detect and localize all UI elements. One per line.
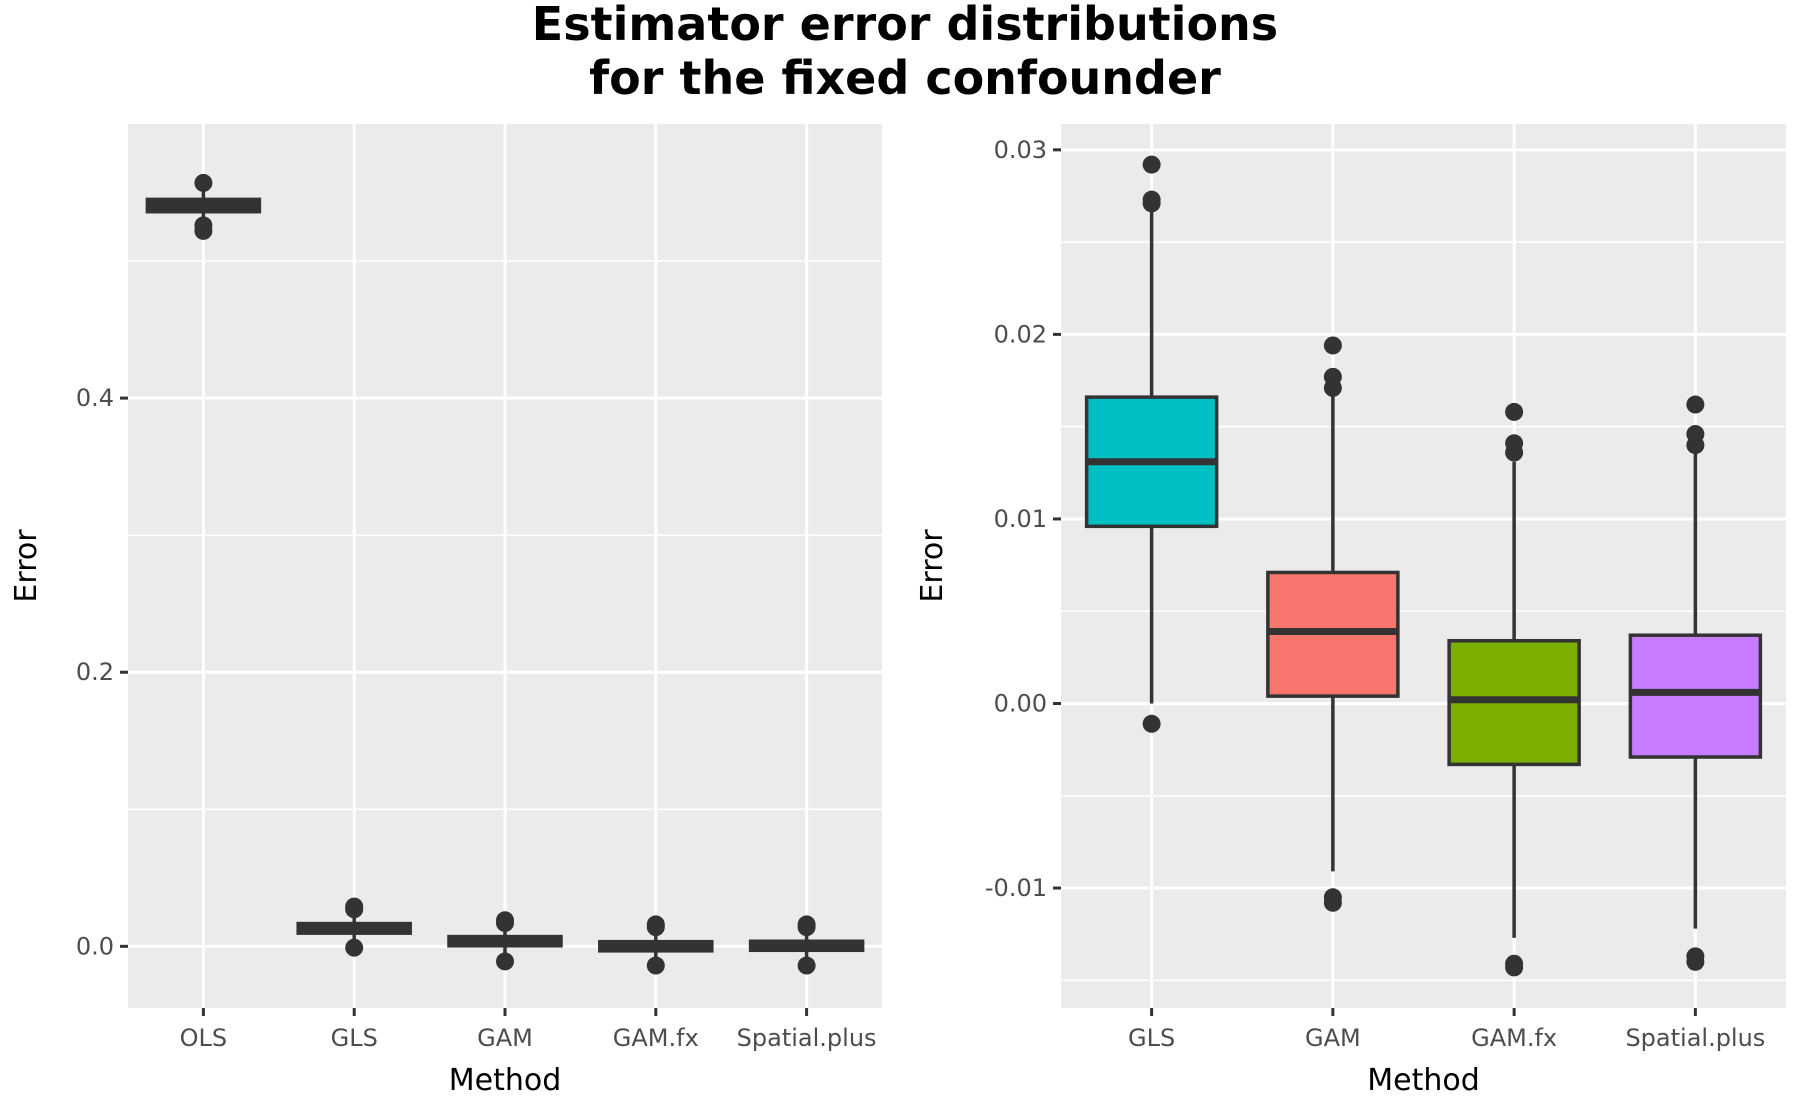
outlier-point <box>1142 714 1161 733</box>
box-ols <box>145 173 262 240</box>
y-tick-label: 0.00 <box>994 689 1047 717</box>
outlier-point <box>1686 436 1705 455</box>
chart-title-line-1: Estimator error distributions <box>532 0 1278 51</box>
x-tick-label: GLS <box>331 1024 378 1052</box>
plot-background <box>1061 124 1786 1008</box>
y-tick-label: 0.2 <box>76 658 114 686</box>
x-axis-label: Method <box>449 1063 562 1098</box>
x-tick-label: GAM.fx <box>613 1024 699 1052</box>
x-axis-label: Method <box>1367 1063 1480 1098</box>
box-gam <box>447 911 563 971</box>
outlier-point <box>345 938 364 957</box>
box-body <box>1628 633 1763 759</box>
x-tick-label: GAM <box>1305 1024 1361 1052</box>
outlier-point <box>345 900 364 919</box>
x-tick-label: Spatial.plus <box>1625 1024 1765 1052</box>
outlier-point <box>194 173 213 192</box>
y-tick-label: -0.01 <box>985 874 1047 902</box>
box-gls <box>296 897 412 957</box>
y-axis-label: Error <box>9 529 44 603</box>
outlier-point <box>496 952 514 971</box>
outlier-point <box>496 914 514 933</box>
x-tick-label: GAM <box>477 1024 533 1052</box>
outlier-point <box>1142 155 1161 174</box>
x-tick-label: Spatial.plus <box>737 1024 877 1052</box>
outlier-point <box>1505 443 1524 462</box>
outlier-point <box>1686 952 1705 971</box>
y-tick-label: 0.01 <box>994 505 1047 533</box>
outlier-point <box>1323 378 1342 397</box>
box-gam-fx <box>598 915 714 975</box>
box-spatial-plus <box>748 915 865 975</box>
outlier-point <box>797 956 816 975</box>
y-axis-label: Error <box>915 529 950 603</box>
y-tick-label: 0.0 <box>76 932 114 960</box>
y-tick-label: 0.4 <box>76 384 114 412</box>
outlier-point <box>1323 893 1342 912</box>
outlier-point <box>1686 395 1705 414</box>
right-panel: -0.01 0.00 0.01 0.02 0.03 GLS GAM GAM.fx Spatial… <box>915 124 1786 1098</box>
outlier-point <box>1505 958 1524 977</box>
box-spatial-plus <box>1628 395 1763 971</box>
x-tick-label: OLS <box>180 1024 228 1052</box>
box-gls <box>1084 155 1219 733</box>
outlier-point <box>1323 336 1342 355</box>
outlier-point <box>797 918 816 937</box>
x-tick-label: GAM.fx <box>1471 1024 1557 1052</box>
y-tick-label: 0.02 <box>994 320 1047 348</box>
outlier-point <box>1142 194 1161 213</box>
chart-title-line-2: for the fixed confounder <box>589 51 1221 105</box>
outlier-point <box>1505 402 1524 421</box>
outlier-point <box>194 221 213 240</box>
y-tick-label: 0.03 <box>994 136 1047 164</box>
x-tick-label: GLS <box>1128 1024 1175 1052</box>
box-gam-fx <box>1447 402 1581 977</box>
box-gam <box>1266 336 1400 912</box>
outlier-point <box>646 918 665 937</box>
outlier-point <box>646 956 665 975</box>
left-panel: 0.0 0.2 0.4 OLS GLS GAM GAM.fx Spatial.plus Meth… <box>9 124 882 1098</box>
